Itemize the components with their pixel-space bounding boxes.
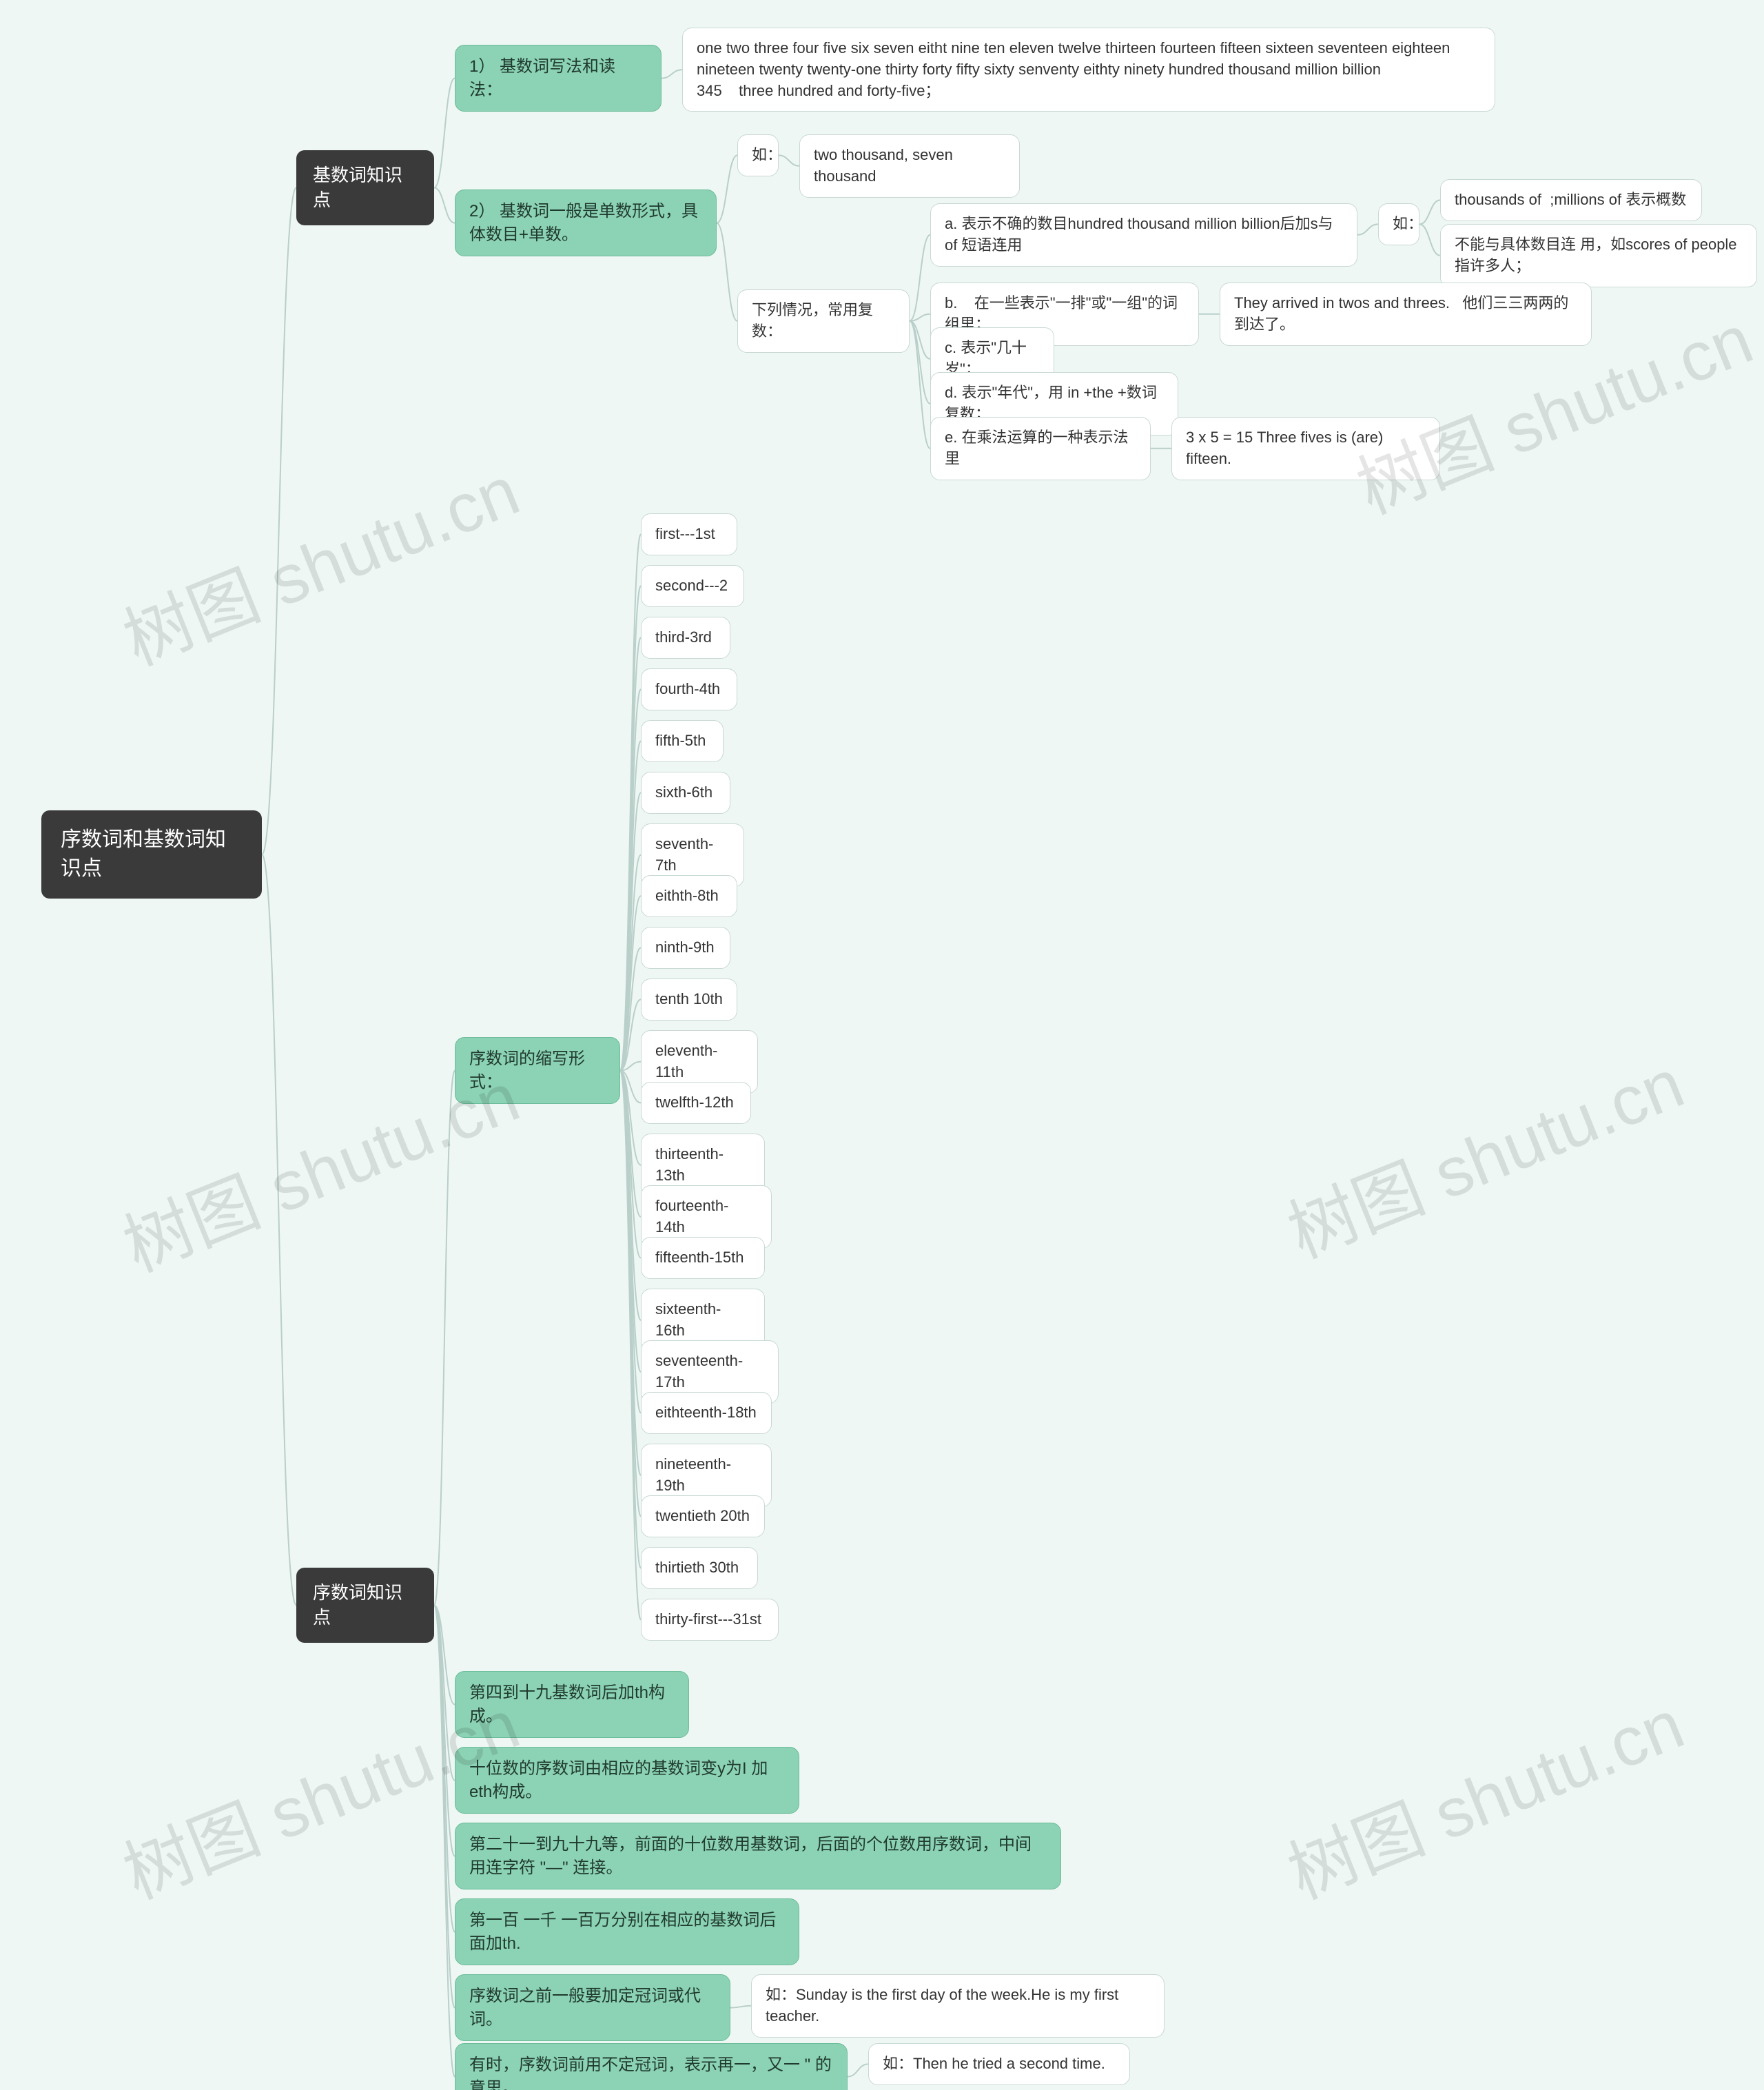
mindmap-node-ab5[interactable]: fifth-5th [641,720,724,762]
mindmap-node-o_abbr[interactable]: 序数词的缩写形式： [455,1037,620,1104]
mindmap-node-c1[interactable]: 1） 基数词写法和读法： [455,45,662,112]
mindmap-node-o6[interactable]: 序数词之前一般要加定冠词或代词。 [455,1974,730,2041]
mindmap-node-o7a[interactable]: 如：Then he tried a second time. [868,2043,1130,2085]
mindmap-node-ab4[interactable]: fourth-4th [641,668,737,710]
mindmap-node-c2a1[interactable]: two thousand, seven thousand [799,134,1020,198]
mindmap-node-c2b_a_eg2[interactable]: 不能与具体数目连 用，如scores of people 指许多人； [1440,224,1757,287]
mindmap-node-c2b_e[interactable]: e. 在乘法运算的一种表示法里 [930,417,1151,480]
mindmap-node-ab18[interactable]: eithteenth-18th [641,1392,772,1434]
mindmap-node-ab3[interactable]: third-3rd [641,617,730,659]
mindmap-node-ab20[interactable]: twentieth 20th [641,1495,765,1537]
mindmap-node-c2b[interactable]: 下列情况，常用复数： [737,289,910,353]
mindmap-node-c2b_a_eg[interactable]: 如： [1378,203,1419,245]
mindmap-node-root[interactable]: 序数词和基数词知识点 [41,810,262,899]
mindmap-node-c1a[interactable]: one two three four five six seven eitht … [682,28,1495,112]
mindmap-node-c2[interactable]: 2） 基数词一般是单数形式，具体数目+单数。 [455,189,717,256]
mindmap-node-c2b_a[interactable]: a. 表示不确的数目hundred thousand million billi… [930,203,1357,267]
mindmap-node-ab6[interactable]: sixth-6th [641,772,730,814]
mindmap-node-ab10[interactable]: tenth 10th [641,979,737,1021]
watermark-text: 树图 shutu.cn [107,436,531,684]
mindmap-node-c2b_b_eg[interactable]: They arrived in twos and threes. 他们三三两两的… [1220,283,1592,346]
mindmap-node-c2b_e_eg[interactable]: 3 x 5 = 15 Three fives is (are) fifteen. [1171,417,1440,480]
watermark-text: 树图 shutu.cn [1271,1669,1696,1918]
mindmap-node-o2[interactable]: 第四到十九基数词后加th构成。 [455,1671,689,1738]
mindmap-node-o4[interactable]: 第二十一到九十九等，前面的十位数用基数词，后面的个位数用序数词，中间用连字符 "… [455,1823,1061,1889]
mindmap-node-o7[interactable]: 有时，序数词前用不定冠词，表示再一，又一 " 的意思。 [455,2043,848,2090]
mindmap-node-o6a[interactable]: 如：Sunday is the first day of the week.He… [751,1974,1165,2038]
mindmap-node-ab2[interactable]: second---2 [641,565,744,607]
mindmap-node-ordinal[interactable]: 序数词知识点 [296,1568,434,1643]
mindmap-node-ab8[interactable]: eithth-8th [641,875,737,917]
mindmap-node-c2a[interactable]: 如： [737,134,779,176]
mindmap-node-ab15[interactable]: fifteenth-15th [641,1237,765,1279]
mindmap-node-cardinal[interactable]: 基数词知识点 [296,150,434,225]
mindmap-node-o5[interactable]: 第一百 一千 一百万分别在相应的基数词后面加th. [455,1898,799,1965]
watermark-text: 树图 shutu.cn [1271,1028,1696,1277]
mindmap-node-o3[interactable]: 十位数的序数词由相应的基数词变y为I 加eth构成。 [455,1747,799,1814]
mindmap-node-ab9[interactable]: ninth-9th [641,927,730,969]
mindmap-node-ab21[interactable]: thirtieth 30th [641,1547,758,1589]
mindmap-node-ab12[interactable]: twelfth-12th [641,1082,751,1124]
mindmap-node-ab22[interactable]: thirty-first---31st [641,1599,779,1641]
mindmap-node-c2b_a_eg1[interactable]: thousands of ;millions of 表示概数 [1440,179,1702,221]
mindmap-node-ab1[interactable]: first---1st [641,513,737,555]
